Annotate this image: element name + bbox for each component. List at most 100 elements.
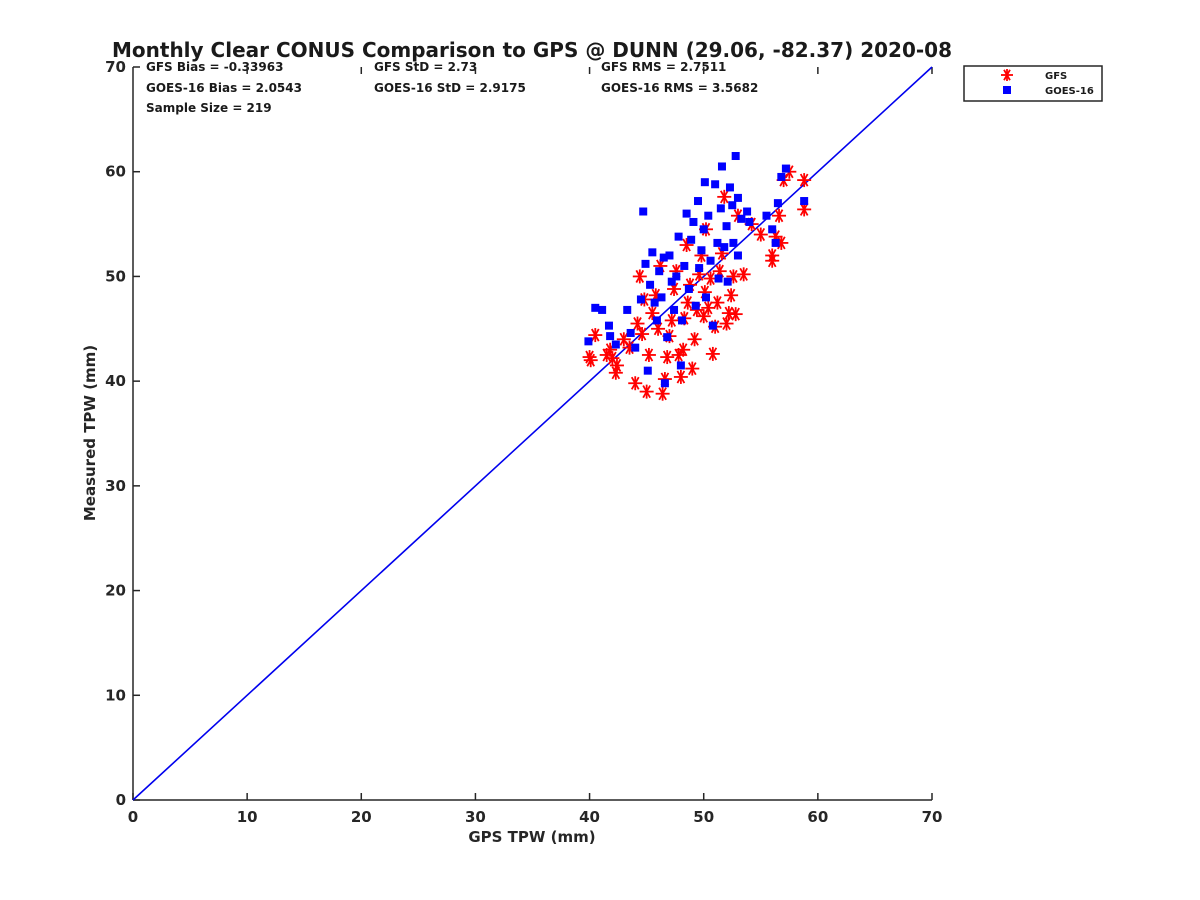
goes-point [722, 222, 731, 231]
goes-point [667, 277, 676, 286]
one-to-one-line [132, 66, 933, 801]
stat-goes-bias: GOES-16 Bias = 2.0543 [146, 81, 302, 95]
goes-point [650, 298, 659, 307]
x-tick-label: 10 [237, 808, 258, 826]
goes-point [717, 162, 726, 171]
goes-series [584, 152, 809, 388]
goes-point [708, 321, 717, 330]
goes-point [695, 264, 704, 273]
stats-block: GFS Bias = -0.33963 GFS StD = 2.73 GFS R… [146, 60, 758, 115]
goes-point [725, 183, 734, 192]
goes-point [699, 225, 708, 234]
goes-point [723, 277, 732, 286]
gfs-point [605, 351, 620, 366]
legend-gfs-asterisk [1001, 69, 1013, 81]
stat-goes-rms: GOES-16 RMS = 3.5682 [601, 81, 758, 95]
gfs-point [717, 189, 732, 204]
gfs-point [641, 347, 656, 362]
x-tick-label: 30 [465, 808, 486, 826]
goes-point [604, 321, 613, 330]
gfs-point [664, 313, 679, 328]
goes-point [663, 333, 672, 342]
stat-goes-std: GOES-16 StD = 2.9175 [374, 81, 526, 95]
goes-point [737, 214, 746, 223]
y-tick-label: 60 [105, 163, 126, 181]
gfs-point [639, 384, 654, 399]
goes-point [714, 274, 723, 283]
goes-point [665, 251, 674, 260]
goes-point [800, 197, 809, 206]
goes-point [680, 261, 689, 270]
goes-point [706, 256, 715, 265]
y-axis-label: Measured TPW (mm) [81, 345, 99, 521]
goes-point [584, 337, 593, 346]
gfs-point [701, 300, 716, 315]
goes-point [768, 225, 777, 234]
gfs-point [632, 269, 647, 284]
goes-point [670, 305, 679, 314]
gfs-point [655, 386, 670, 401]
gfs-point [753, 227, 768, 242]
legend-goes-marker [1003, 86, 1011, 94]
gfs-point [719, 316, 734, 331]
chart-title: Monthly Clear CONUS Comparison to GPS @ … [112, 38, 952, 62]
x-tick-label: 20 [351, 808, 372, 826]
gfs-point [797, 173, 812, 188]
goes-point [672, 272, 681, 281]
goes-point [652, 316, 661, 325]
y-tick-label: 40 [105, 372, 126, 390]
goes-point [623, 305, 632, 314]
gfs-point [676, 342, 691, 357]
gfs-point [628, 376, 643, 391]
goes-point [701, 293, 710, 302]
goes-point [682, 209, 691, 218]
goes-point [704, 211, 713, 220]
goes-point [697, 246, 706, 255]
goes-point [659, 253, 668, 262]
goes-point [720, 243, 729, 252]
goes-point [636, 295, 645, 304]
goes-point [598, 305, 607, 314]
stat-gfs-bias: GFS Bias = -0.33963 [146, 60, 283, 74]
reference-line-group [132, 66, 933, 801]
x-tick-label: 70 [922, 808, 943, 826]
goes-point [689, 217, 698, 226]
goes-point [781, 164, 790, 173]
goes-point [773, 199, 782, 208]
x-tick-label: 60 [807, 808, 828, 826]
goes-point [762, 211, 771, 220]
y-tick-label: 10 [105, 686, 126, 704]
legend-box [963, 65, 1103, 102]
goes-point [648, 248, 657, 257]
gfs-point [679, 238, 694, 253]
goes-point [728, 201, 737, 210]
goes-point [655, 267, 664, 276]
goes-point [678, 316, 687, 325]
legend: GFS GOES-16 [963, 65, 1103, 102]
goes-point [643, 366, 652, 375]
gfs-point [673, 369, 688, 384]
goes-point [729, 238, 738, 247]
goes-point [631, 343, 640, 352]
legend-gfs-marker [1001, 69, 1013, 81]
gfs-point [728, 307, 743, 322]
axis-ticks: 0 10 20 30 40 50 60 70 0 10 20 30 40 50 60 70 [105, 58, 942, 826]
goes-point [660, 379, 669, 388]
gfs-point [774, 235, 789, 250]
gfs-point [660, 350, 675, 365]
goes-point [606, 332, 615, 341]
gfs-point [630, 316, 645, 331]
goes-point [591, 303, 600, 312]
goes-point [646, 280, 655, 289]
gfs-point [588, 328, 603, 343]
gfs-point [687, 332, 702, 347]
goes-point [700, 178, 709, 187]
stat-gfs-std: GFS StD = 2.73 [374, 60, 477, 74]
gfs-point [635, 327, 650, 342]
goes-point [674, 232, 683, 241]
gfs-point [583, 353, 598, 368]
goes-point [711, 180, 720, 189]
gfs-point [736, 267, 751, 282]
gfs-point [685, 361, 700, 376]
